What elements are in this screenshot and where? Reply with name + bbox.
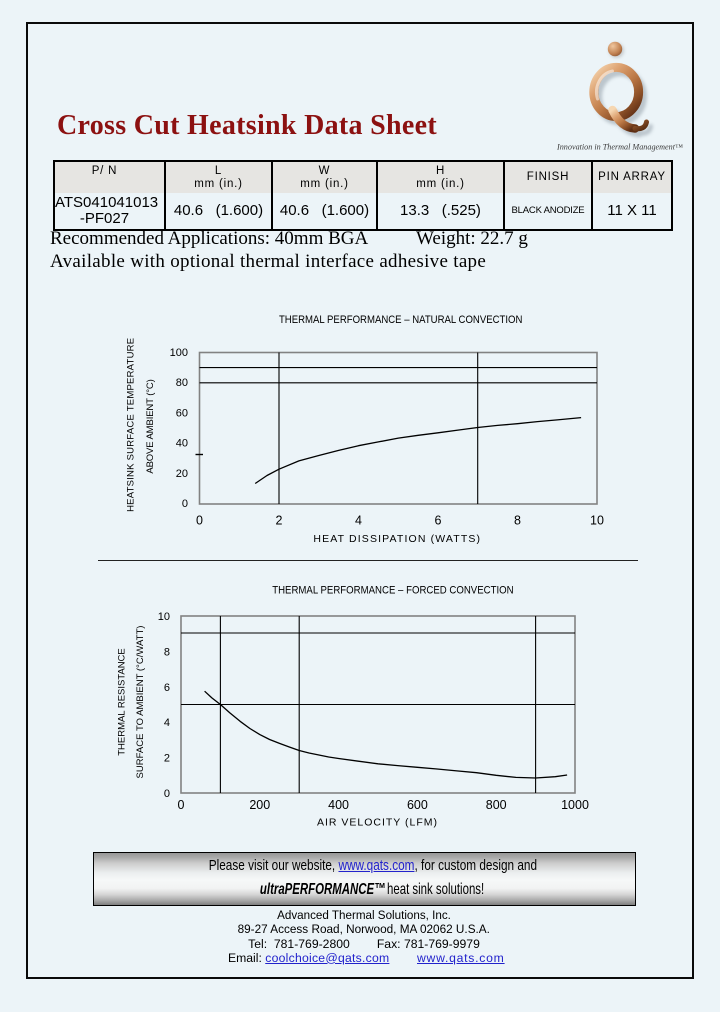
- svg-text:HEAT DISSIPATION (WATTS): HEAT DISSIPATION (WATTS): [313, 533, 480, 545]
- svg-text:800: 800: [486, 798, 507, 812]
- svg-text:THERMAL PERFORMANCE – FORCED C: THERMAL PERFORMANCE – FORCED CONVECTION: [272, 584, 513, 596]
- svg-text:ABOVE AMBIENT (°C): ABOVE AMBIENT (°C): [145, 379, 156, 474]
- svg-text:0: 0: [164, 788, 170, 800]
- svg-text:0: 0: [196, 514, 203, 528]
- svg-text:100: 100: [170, 347, 188, 359]
- svg-text:600: 600: [407, 798, 428, 812]
- svg-text:1000: 1000: [561, 798, 589, 812]
- svg-text:400: 400: [328, 798, 349, 812]
- svg-text:THERMAL RESISTANCE: THERMAL RESISTANCE: [117, 648, 128, 756]
- svg-text:4: 4: [355, 514, 362, 528]
- svg-text:200: 200: [249, 798, 270, 812]
- svg-text:10: 10: [590, 514, 604, 528]
- svg-text:2: 2: [276, 514, 283, 528]
- svg-text:2: 2: [164, 753, 170, 765]
- svg-text:THERMAL PERFORMANCE – NATURAL: THERMAL PERFORMANCE – NATURAL CONVECTION: [279, 314, 523, 326]
- svg-text:8: 8: [514, 514, 521, 528]
- svg-text:0: 0: [178, 798, 185, 812]
- svg-text:Innovation in Thermal Manageme: Innovation in Thermal Management™: [556, 143, 683, 152]
- svg-text:20: 20: [176, 468, 188, 480]
- svg-text:40: 40: [176, 438, 188, 450]
- svg-text:0: 0: [182, 498, 188, 510]
- svg-text:6: 6: [435, 514, 442, 528]
- svg-text:HEATSINK SURFACE TEMPERATURE: HEATSINK SURFACE TEMPERATURE: [126, 338, 137, 512]
- svg-text:10: 10: [158, 611, 170, 623]
- svg-text:SURFACE TO AMBIENT (°C/WATT): SURFACE TO AMBIENT (°C/WATT): [135, 626, 146, 779]
- svg-text:80: 80: [176, 377, 188, 389]
- svg-text:6: 6: [164, 682, 170, 694]
- svg-text:4: 4: [164, 717, 170, 729]
- svg-text:AIR VELOCITY (LFM): AIR VELOCITY (LFM): [317, 817, 437, 829]
- svg-text:8: 8: [164, 646, 170, 658]
- svg-text:60: 60: [176, 407, 188, 419]
